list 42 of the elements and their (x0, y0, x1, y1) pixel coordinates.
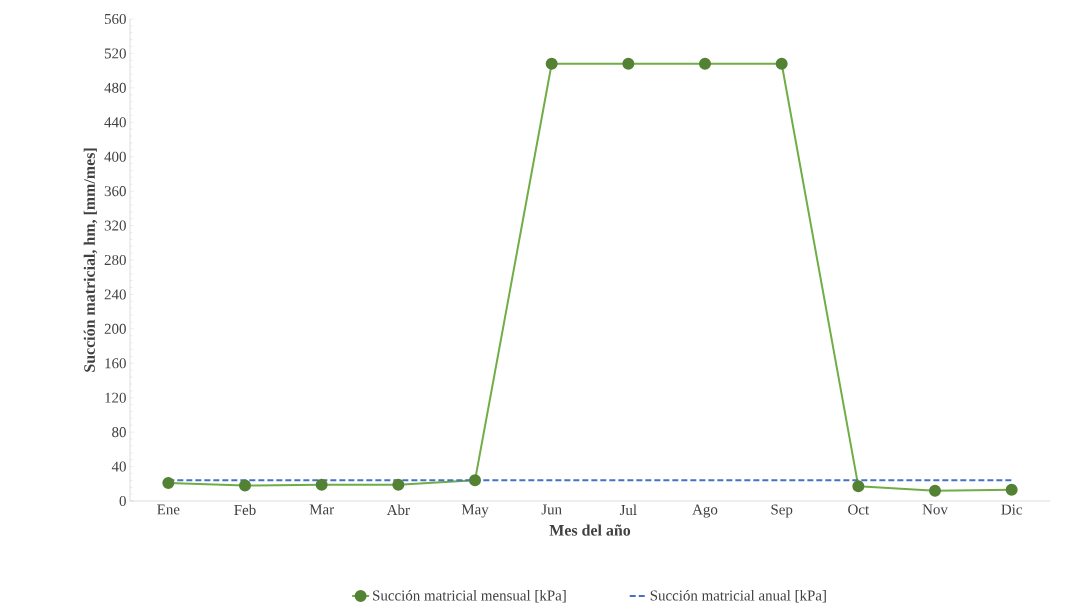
point (852, 480, 865, 493)
x-tick-label: Jun (541, 504, 562, 515)
y-tick-label: 320 (104, 220, 126, 231)
x-tick-label: Ago (692, 504, 718, 518)
y-tick-label: 280 (104, 254, 126, 266)
x-tick-label: Jul (619, 504, 637, 516)
x-tick-label: Oct (848, 504, 870, 515)
y-tick-label: 240 (104, 289, 126, 300)
y-tick-label: 0 (119, 495, 126, 507)
y-tick-label: 520 (104, 48, 126, 59)
x-tick-label: Ene (157, 504, 180, 515)
point (929, 484, 942, 497)
x-tick-label: Feb (234, 504, 256, 516)
legend-label: Succión matricial anual [kPa] (650, 590, 826, 603)
x-tick-label: Mar (309, 504, 334, 515)
point (622, 57, 635, 70)
x-tick-label: Nov (922, 504, 948, 515)
x-tick-label: Sep (771, 504, 793, 518)
y-tick-label: 200 (104, 323, 126, 334)
x-tick-label: May (461, 504, 489, 518)
y-tick-label: 80 (112, 427, 126, 438)
y-tick-label: 160 (105, 358, 126, 369)
point (1005, 483, 1018, 496)
legend-label: Succión matricial mensual [kPa] (373, 590, 566, 603)
x-axis-title: Mes del año (549, 524, 631, 536)
y-axis-title: Succión matricial, hm, [mm/mes] (83, 148, 98, 372)
y-tick-label: 440 (104, 117, 126, 128)
point (315, 478, 328, 491)
x-tick-label: Dic (1001, 504, 1022, 515)
point (239, 479, 251, 492)
y-tick-label: 120 (105, 392, 126, 403)
y-tick-label: 360 (104, 186, 126, 197)
y-tick-label: 400 (104, 151, 126, 162)
y-tick-label: 40 (111, 461, 126, 472)
point (545, 57, 558, 70)
point (392, 478, 405, 491)
point (699, 57, 712, 70)
y-tick-label: 480 (104, 82, 126, 93)
x-tick-label: Abr (386, 504, 410, 516)
y-tick-label: 560 (104, 13, 126, 25)
point (162, 476, 175, 489)
point (775, 57, 788, 70)
